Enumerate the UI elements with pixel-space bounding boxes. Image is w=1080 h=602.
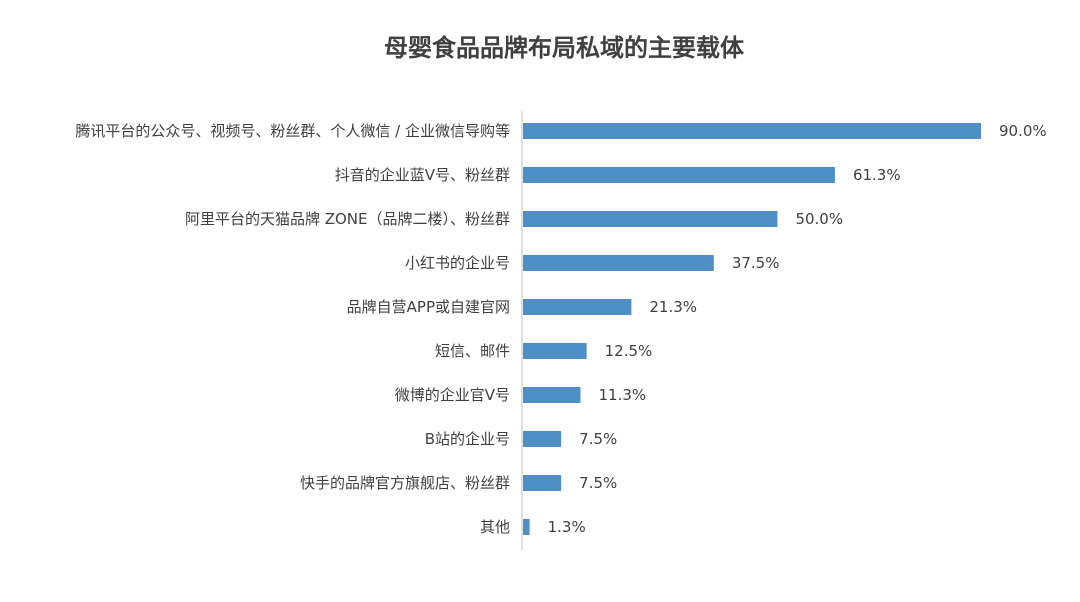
bar	[523, 299, 632, 315]
chart-title: 母婴食品品牌布局私域的主要载体	[384, 34, 744, 62]
bar	[523, 387, 581, 403]
category-label: 品牌自营APP或自建官网	[347, 298, 510, 316]
category-label: 阿里平台的天猫品牌 ZONE（品牌二楼）、粉丝群	[185, 210, 510, 228]
data-label: 12.5%	[605, 342, 653, 360]
category-label: 微博的企业官V号	[395, 386, 510, 404]
data-label: 21.3%	[649, 298, 697, 316]
bar	[523, 431, 562, 447]
bar	[523, 123, 981, 139]
bar	[523, 519, 530, 535]
data-label: 90.0%	[999, 122, 1047, 140]
data-label: 11.3%	[599, 386, 647, 404]
category-label: 抖音的企业蓝V号、粉丝群	[335, 166, 510, 184]
category-label: 腾讯平台的公众号、视频号、粉丝群、个人微信 / 企业微信导购等	[75, 122, 510, 140]
data-label: 50.0%	[795, 210, 843, 228]
bar	[523, 211, 778, 227]
bar	[523, 475, 562, 491]
bar	[523, 343, 587, 359]
bar	[523, 255, 714, 271]
category-label: B站的企业号	[425, 430, 510, 448]
category-label: 小红书的企业号	[405, 254, 510, 272]
category-label: 其他	[480, 518, 510, 536]
data-label: 7.5%	[579, 430, 617, 448]
category-label: 短信、邮件	[435, 342, 510, 360]
data-label: 37.5%	[732, 254, 780, 272]
bars-group: 腾讯平台的公众号、视频号、粉丝群、个人微信 / 企业微信导购等 90.0% 抖音的企…	[75, 122, 1046, 536]
data-label: 7.5%	[579, 474, 617, 492]
data-label: 1.3%	[548, 518, 586, 536]
data-label: 61.3%	[853, 166, 901, 184]
category-label: 快手的品牌官方旗舰店、粉丝群	[300, 474, 510, 492]
bar	[523, 167, 835, 183]
